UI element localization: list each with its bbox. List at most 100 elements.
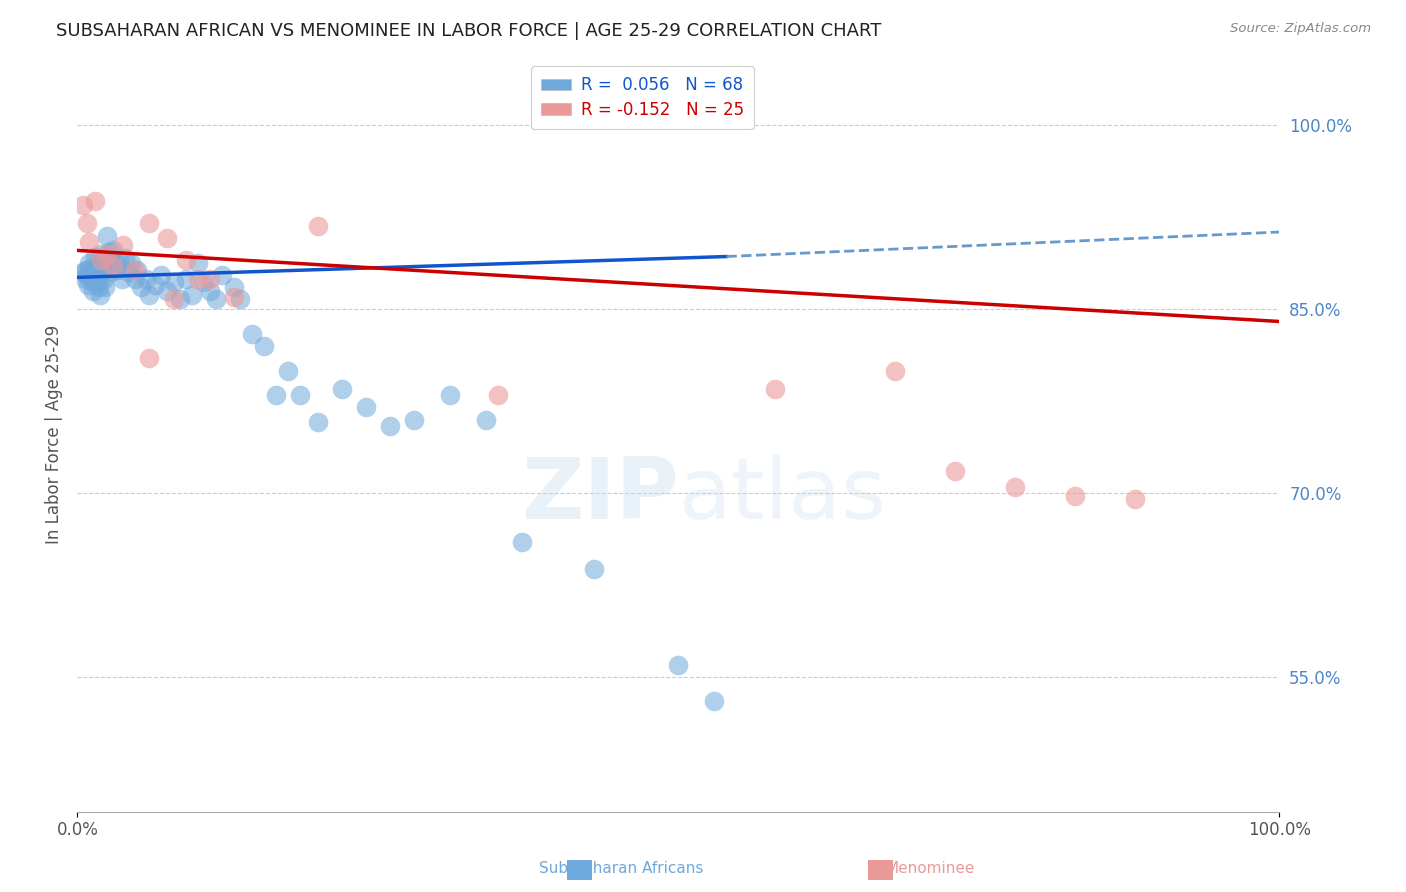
Point (87, 275, 110, 289)
Point (127, 263, 149, 277)
Point (583, 562, 606, 576)
Point (79, 269, 101, 284)
Point (135, 271, 157, 285)
Point (1123, 492, 1146, 507)
Point (763, 382, 786, 396)
Point (240, 326, 263, 341)
Point (89, 287, 111, 301)
Point (162, 293, 184, 307)
Point (264, 388, 287, 402)
Point (378, 418, 401, 433)
Point (111, 238, 134, 252)
Point (111, 271, 134, 285)
Point (228, 293, 250, 307)
Point (72, 198, 94, 212)
Point (91, 263, 114, 277)
Point (75, 263, 97, 277)
Point (307, 415, 329, 429)
Point (120, 255, 142, 269)
Point (150, 268, 173, 282)
Text: ZIP: ZIP (520, 454, 679, 537)
Point (703, 694, 725, 708)
Text: SUBSAHARAN AFRICAN VS MENOMINEE IN LABOR FORCE | AGE 25-29 CORRELATION CHART: SUBSAHARAN AFRICAN VS MENOMINEE IN LABOR… (56, 22, 882, 40)
Point (156, 231, 179, 245)
Point (129, 280, 152, 294)
Point (90, 255, 112, 269)
Point (103, 244, 125, 258)
Point (90, 247, 112, 261)
Point (84, 250, 107, 264)
Point (668, 657, 690, 672)
Point (1004, 480, 1026, 494)
Point (124, 263, 146, 277)
Point (98, 255, 121, 269)
Point (193, 275, 215, 289)
Point (79, 235, 101, 249)
Point (96, 228, 118, 243)
Point (883, 363, 905, 377)
Point (943, 464, 966, 478)
Point (222, 280, 245, 294)
Point (510, 535, 533, 549)
Point (198, 284, 221, 298)
Point (87, 280, 110, 294)
Point (84, 194, 107, 209)
Point (76, 216, 98, 230)
Point (330, 382, 353, 396)
Point (100, 265, 122, 279)
Text: Menominee: Menominee (886, 861, 976, 876)
Point (439, 388, 461, 402)
Legend: R =  0.056   N = 68, R = -0.152   N = 25: R = 0.056 N = 68, R = -0.152 N = 25 (531, 66, 754, 129)
Point (277, 363, 299, 377)
Point (211, 268, 233, 282)
Y-axis label: In Labor Force | Age 25-29: In Labor Force | Age 25-29 (45, 326, 63, 544)
Point (174, 271, 197, 285)
Point (174, 253, 197, 268)
Text: Source: ZipAtlas.com: Source: ZipAtlas.com (1230, 22, 1371, 36)
Point (145, 277, 167, 292)
Point (162, 275, 184, 289)
Point (82, 284, 104, 298)
Point (94, 280, 117, 294)
Point (80, 275, 103, 289)
Point (222, 290, 245, 304)
Point (76, 268, 98, 282)
Point (77, 277, 100, 292)
Point (198, 271, 221, 285)
Text: Sub-Saharan Africans: Sub-Saharan Africans (538, 861, 703, 876)
Point (84, 260, 107, 274)
Point (96, 247, 118, 261)
Point (402, 412, 425, 426)
Point (475, 412, 498, 426)
Text: atlas: atlas (679, 454, 886, 537)
Point (138, 216, 160, 230)
Point (187, 255, 209, 269)
Point (169, 293, 191, 307)
Point (117, 265, 139, 279)
Point (180, 287, 202, 301)
Point (108, 253, 131, 268)
Point (86, 268, 108, 282)
Point (114, 251, 136, 265)
Point (104, 255, 127, 269)
Point (105, 263, 128, 277)
Point (1064, 489, 1087, 503)
Point (288, 388, 311, 402)
Point (124, 271, 146, 285)
Point (79, 255, 101, 269)
Point (73, 271, 96, 285)
Point (354, 401, 377, 415)
Point (97, 244, 120, 259)
Point (93, 271, 115, 285)
Point (90, 253, 112, 268)
Point (72, 265, 94, 279)
Point (253, 339, 276, 353)
Point (138, 351, 160, 366)
Point (138, 287, 160, 301)
Point (187, 271, 209, 285)
Point (204, 293, 226, 307)
Point (486, 388, 509, 402)
Point (79, 261, 101, 276)
Point (156, 284, 179, 298)
Point (103, 260, 125, 274)
